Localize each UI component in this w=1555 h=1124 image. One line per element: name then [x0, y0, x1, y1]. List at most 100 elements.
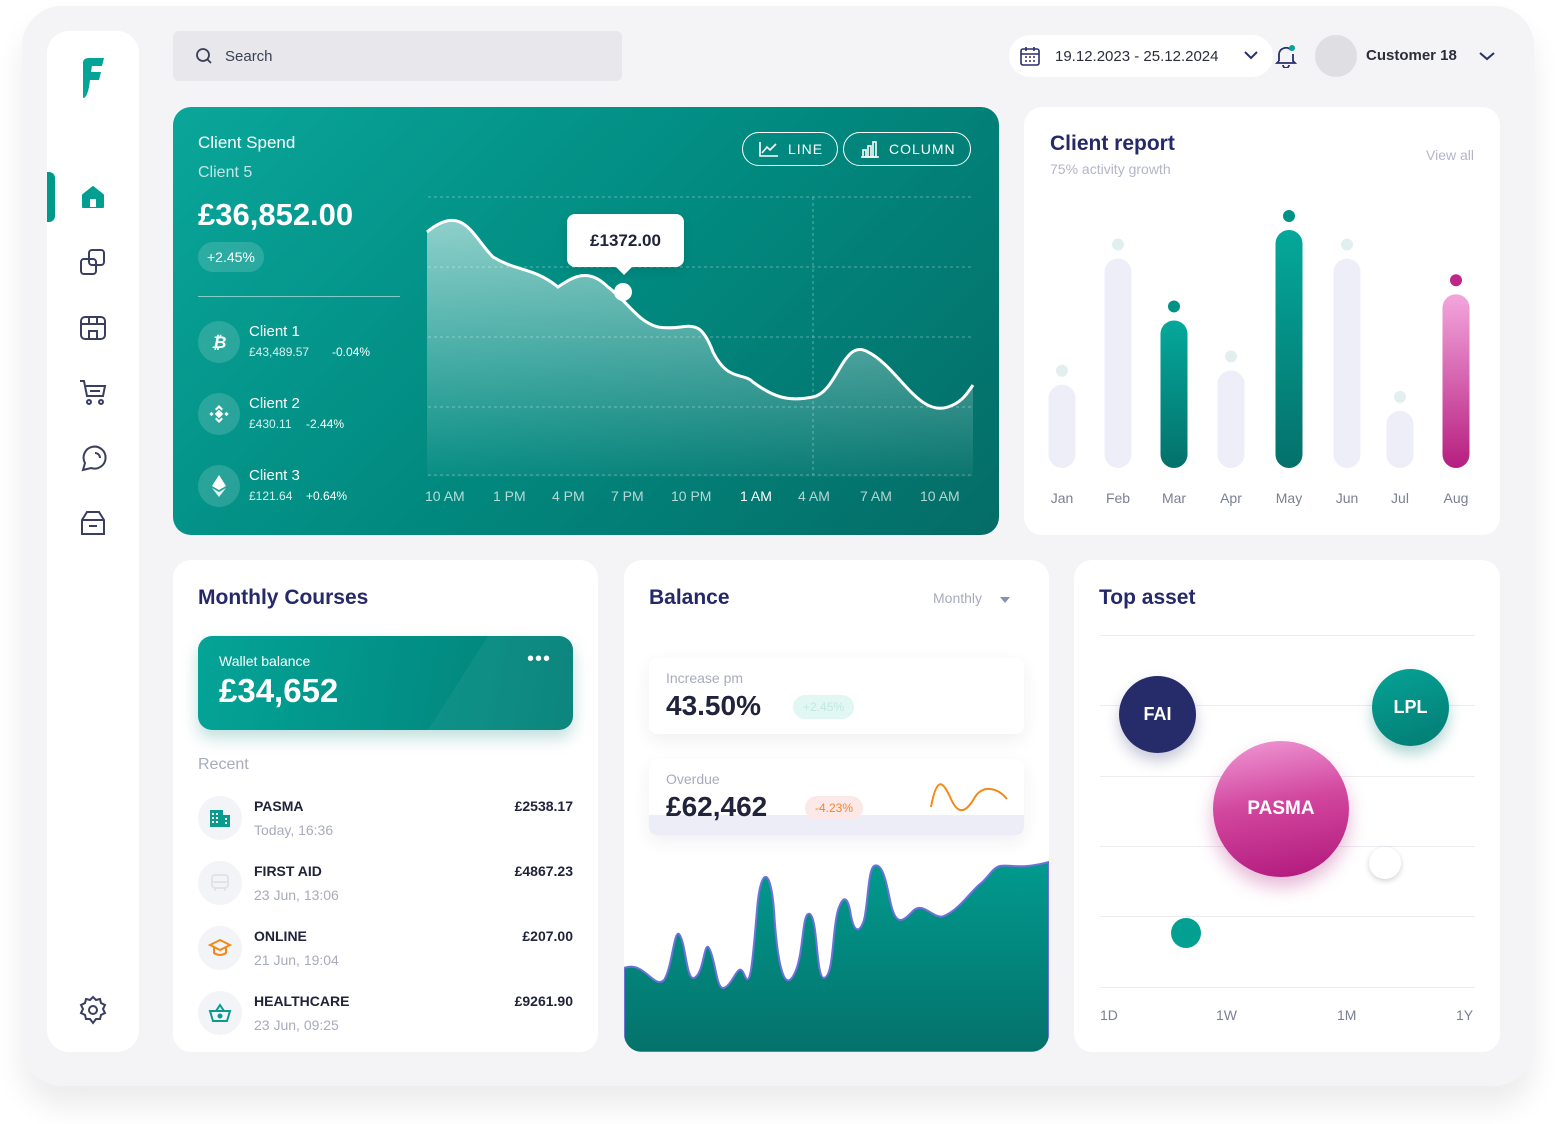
nav-cart[interactable] — [72, 371, 114, 413]
logo-icon — [83, 58, 104, 98]
x-tick: 10 AM — [920, 488, 960, 504]
balance-title: Balance — [649, 586, 730, 609]
top-asset-card: Top asset FAI LPL PASMA 1D 1W 1M 1Y — [1074, 560, 1500, 1052]
gridline — [1100, 705, 1475, 706]
increase-label: Increase pm — [666, 670, 744, 686]
client-name: Client 2 — [249, 395, 300, 412]
client-row[interactable]: ₿ Client 1 £43,489.57 -0.04% — [198, 321, 418, 365]
bitcoin-icon: ₿ — [198, 321, 240, 363]
wallet-balance-amount: £34,652 — [219, 672, 339, 709]
overdue-stat-base — [649, 815, 1024, 835]
column-toggle-label: COLUMN — [889, 141, 956, 157]
month-label: Jul — [1391, 490, 1409, 506]
period-label: Monthly — [933, 590, 983, 606]
bar-apr[interactable] — [1217, 370, 1245, 468]
caret-down-icon — [999, 597, 1010, 603]
balance-card: Balance Monthly Increase pm 43.50% +2.45… — [624, 560, 1049, 1052]
timeframe-label[interactable]: 1M — [1337, 1007, 1357, 1023]
asset-bubble-fai[interactable]: FAI — [1119, 676, 1196, 753]
basket-icon — [198, 991, 242, 1035]
client-spend-title: Client Spend — [198, 133, 296, 152]
nav-box[interactable] — [72, 502, 114, 544]
client-spend-card: Client Spend Client 5 £36,852.00 +2.45% … — [173, 107, 999, 535]
nav-chat[interactable] — [72, 437, 114, 479]
line-toggle-button[interactable]: LINE — [742, 132, 839, 166]
balance-area-chart — [624, 860, 1049, 1052]
recent-label: Recent — [198, 756, 249, 773]
bell-icon — [1274, 45, 1298, 69]
building-icon — [198, 796, 242, 840]
transaction-row[interactable]: ONLINE 21 Jun, 19:04 £207.00 — [198, 926, 573, 974]
user-name[interactable]: Customer 18 — [1366, 47, 1457, 64]
bar-jun[interactable] — [1333, 258, 1361, 468]
column-chart-icon — [861, 141, 879, 158]
line-chart-icon — [759, 142, 778, 157]
bus-icon — [198, 861, 242, 905]
client-spend-total: £36,852.00 — [198, 197, 354, 232]
nav-home[interactable] — [72, 176, 114, 218]
ethereum-icon — [198, 465, 240, 507]
transaction-date: 23 Jun, 13:06 — [254, 887, 339, 903]
line-toggle-label: LINE — [788, 141, 824, 157]
bar-marker-mar — [1168, 300, 1180, 313]
bar-feb[interactable] — [1104, 258, 1132, 468]
increase-stat: Increase pm 43.50% +2.45% — [649, 658, 1024, 734]
transaction-name: PASMA — [254, 798, 304, 814]
asset-bubble-label: LPL — [1393, 697, 1428, 717]
bar-may[interactable] — [1275, 230, 1303, 468]
timeframe-label[interactable]: 1Y — [1456, 1007, 1474, 1023]
overdue-label: Overdue — [666, 771, 720, 787]
client-report-subtitle: 75% activity growth — [1050, 161, 1171, 177]
search-input[interactable] — [225, 47, 585, 65]
asset-bubble-pasma[interactable]: PASMA — [1213, 741, 1349, 877]
cart-icon — [80, 380, 107, 405]
bar-jul[interactable] — [1386, 410, 1414, 468]
bar-aug[interactable] — [1442, 294, 1470, 468]
nav-store[interactable] — [72, 307, 114, 349]
month-label: May — [1275, 490, 1303, 506]
x-tick: 1 AM — [740, 488, 772, 504]
bar-mar[interactable] — [1160, 320, 1188, 468]
client-value: £43,489.57 — [249, 345, 310, 359]
client-name: Client 3 — [249, 467, 300, 484]
nav-settings[interactable] — [72, 989, 114, 1031]
timeframe-label[interactable]: 1W — [1216, 1007, 1237, 1023]
top-asset-title: Top asset — [1099, 586, 1196, 609]
chevron-down-icon — [1244, 51, 1258, 60]
client-report-bar-chart — [1048, 210, 1470, 468]
date-range-picker[interactable]: 19.12.2023 - 25.12.2024 — [1009, 35, 1273, 77]
asset-bubble-lpl[interactable]: LPL — [1372, 669, 1449, 746]
x-tick: 7 AM — [860, 488, 892, 504]
bar-jan[interactable] — [1048, 384, 1076, 468]
asset-point[interactable] — [1171, 918, 1201, 948]
client-row[interactable]: Client 2 £430.11 -2.44% — [198, 393, 418, 437]
period-dropdown[interactable]: Monthly — [933, 590, 1010, 606]
client-row[interactable]: Client 3 £121.64 +0.64% — [198, 465, 418, 509]
transaction-row[interactable]: HEALTHCARE 23 Jun, 09:25 £9261.90 — [198, 991, 573, 1039]
transaction-row[interactable]: FIRST AID 23 Jun, 13:06 £4867.23 — [198, 861, 573, 909]
client-name: Client 1 — [249, 323, 300, 340]
more-options-icon[interactable]: ••• — [526, 648, 551, 670]
search-bar[interactable] — [173, 31, 622, 81]
client-value: £121.64 — [249, 489, 293, 503]
graduation-cap-icon — [198, 926, 242, 970]
avatar[interactable] — [1315, 35, 1357, 77]
view-all-link[interactable]: View all — [1426, 147, 1474, 163]
wallet-card[interactable]: Wallet balance £34,652 ••• — [198, 636, 573, 730]
x-tick: 1 PM — [493, 488, 526, 504]
month-label: Aug — [1443, 490, 1469, 506]
spend-line — [426, 218, 975, 410]
timeframe-label[interactable]: 1D — [1100, 1007, 1118, 1023]
asset-bubble-label: PASMA — [1247, 798, 1315, 819]
column-toggle-button[interactable]: COLUMN — [843, 132, 971, 166]
nav-layers[interactable] — [72, 241, 114, 283]
asset-point[interactable] — [1369, 847, 1401, 879]
transaction-row[interactable]: PASMA Today, 16:36 £2538.17 — [198, 796, 573, 844]
bar-marker-apr — [1225, 350, 1237, 363]
bar-marker-aug — [1450, 274, 1462, 287]
bar-marker-feb — [1112, 238, 1124, 251]
transaction-amount: £207.00 — [522, 928, 573, 944]
overdue-sparkline — [930, 783, 1008, 811]
notification-button[interactable] — [1274, 44, 1298, 73]
user-menu-chevron-icon[interactable] — [1478, 50, 1496, 62]
